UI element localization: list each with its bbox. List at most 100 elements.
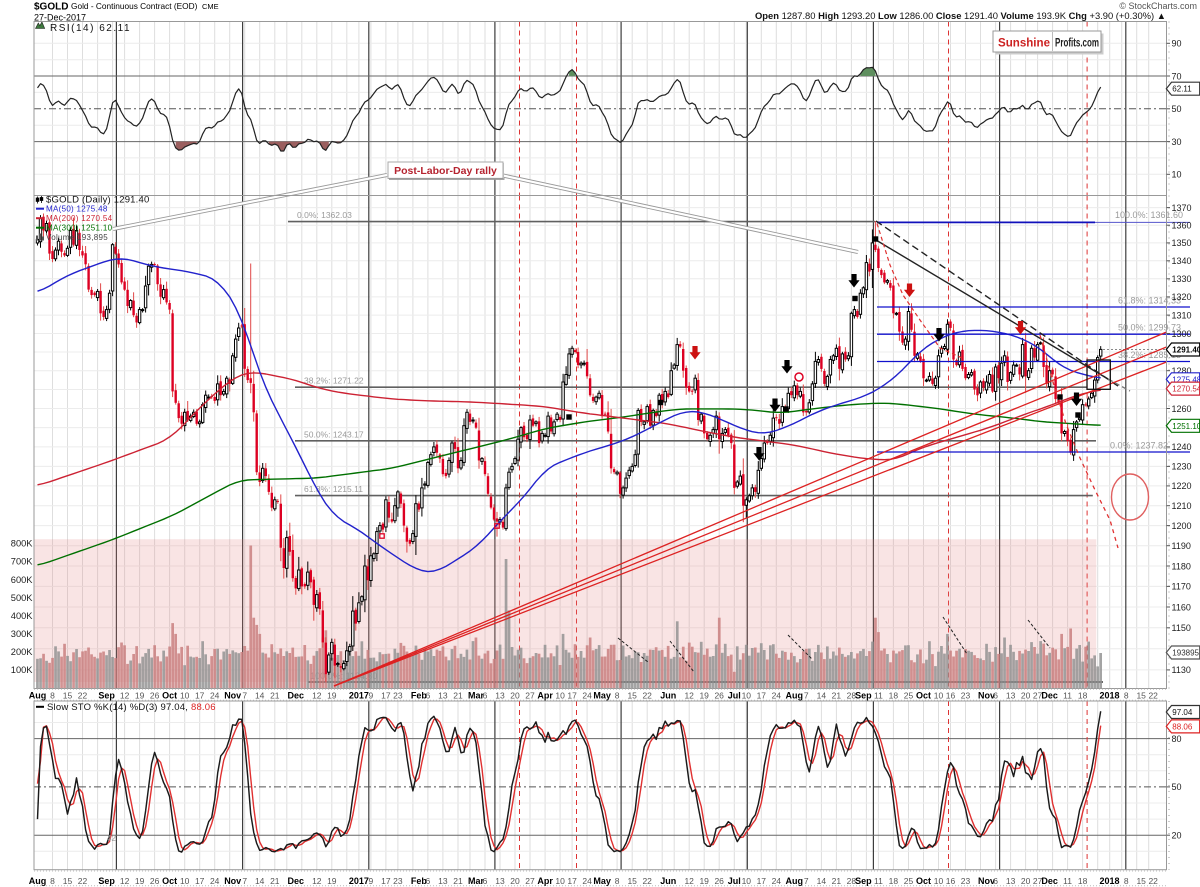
svg-text:21: 21 [832,690,842,700]
svg-text:10: 10 [180,876,190,886]
svg-text:Mar: Mar [468,690,485,700]
svg-text:Open 1287.80 High 1293.20 Low: Open 1287.80 High 1293.20 Low 1286.00 Cl… [755,10,1166,21]
svg-text:15: 15 [1136,690,1146,700]
svg-text:23: 23 [393,690,403,700]
svg-text:10: 10 [934,876,944,886]
svg-text:21: 21 [832,876,842,886]
svg-text:$GOLD: $GOLD [34,2,68,13]
svg-text:Jul: Jul [728,876,741,886]
svg-text:RSI(14) 62.11: RSI(14) 62.11 [50,23,131,34]
svg-text:8: 8 [50,876,55,886]
svg-text:100.0%: 1361.60: 100.0%: 1361.60 [1115,210,1183,220]
svg-text:800K: 800K [11,539,34,549]
svg-text:12: 12 [120,876,130,886]
svg-text:28: 28 [847,690,857,700]
svg-text:90: 90 [1172,39,1182,49]
svg-text:17: 17 [381,690,391,700]
svg-text:1310: 1310 [1172,310,1192,320]
svg-text:193895: 193895 [1172,649,1199,658]
svg-text:13: 13 [495,690,505,700]
svg-text:16: 16 [946,690,956,700]
svg-text:17: 17 [567,876,577,886]
svg-text:Oct: Oct [916,876,931,886]
svg-text:30: 30 [1172,137,1182,147]
svg-text:1200: 1200 [1172,521,1192,531]
svg-text:CME: CME [202,2,219,11]
svg-text:Jun: Jun [660,690,676,700]
svg-text:70: 70 [1172,71,1182,81]
svg-text:12: 12 [312,876,322,886]
svg-text:24: 24 [772,690,782,700]
svg-text:18: 18 [1078,876,1088,886]
svg-text:12: 12 [120,690,130,700]
svg-text:42: 42 [107,834,116,843]
svg-text:0.0%: 1237.82: 0.0%: 1237.82 [1110,441,1168,451]
svg-text:Mar: Mar [468,876,485,886]
svg-text:Volume 193,895: Volume 193,895 [46,233,108,242]
svg-text:27-Dec-2017: 27-Dec-2017 [34,13,86,23]
svg-text:0.0%: 1362.03: 0.0%: 1362.03 [297,210,352,220]
svg-text:1160: 1160 [1172,602,1191,612]
svg-text:8: 8 [1124,690,1129,700]
svg-text:7: 7 [242,690,247,700]
svg-text:24: 24 [582,690,592,700]
svg-text:1350: 1350 [1172,238,1192,248]
svg-text:6: 6 [483,690,488,700]
svg-text:11: 11 [874,876,883,886]
svg-text:Slow STO %K(14) %D(3) 97.04, 8: Slow STO %K(14) %D(3) 97.04, 88.06 [47,702,216,713]
svg-text:6: 6 [426,690,431,700]
svg-text:Jul: Jul [728,690,741,700]
svg-text:1170: 1170 [1172,582,1191,592]
svg-text:24: 24 [210,876,220,886]
svg-text:1370: 1370 [1172,203,1192,213]
svg-text:12: 12 [684,690,694,700]
svg-text:Feb: Feb [411,690,428,700]
svg-text:2017: 2017 [349,690,369,700]
svg-text:100K: 100K [11,665,34,675]
svg-text:18: 18 [1078,690,1088,700]
svg-text:20: 20 [510,690,520,700]
svg-text:22: 22 [642,876,652,886]
svg-text:23: 23 [961,690,971,700]
svg-text:1130: 1130 [1172,665,1191,675]
svg-text:50: 50 [1172,104,1182,114]
svg-text:May: May [593,876,611,886]
svg-text:23: 23 [393,876,403,886]
svg-text:MA(200) 1270.54: MA(200) 1270.54 [46,214,113,223]
svg-text:21: 21 [270,876,280,886]
svg-text:1220: 1220 [1172,481,1192,491]
svg-text:16: 16 [946,876,956,886]
svg-text:1270.54: 1270.54 [1172,385,1200,394]
svg-text:Sep: Sep [98,690,115,700]
svg-text:200K: 200K [11,647,34,657]
svg-text:10: 10 [1172,170,1182,180]
svg-text:Dec: Dec [1041,690,1058,700]
svg-text:10: 10 [742,876,752,886]
svg-text:27: 27 [525,876,535,886]
svg-text:© StockCharts.com: © StockCharts.com [1119,1,1197,11]
svg-text:Oct: Oct [916,690,931,700]
svg-text:Nov: Nov [224,690,241,700]
svg-text:1230: 1230 [1172,462,1192,472]
svg-text:Dec: Dec [1041,876,1058,886]
svg-text:26: 26 [714,876,724,886]
svg-text:Nov: Nov [224,876,241,886]
svg-text:24: 24 [772,876,782,886]
svg-text:22: 22 [642,690,652,700]
svg-text:38.2%: 1271.22: 38.2%: 1271.22 [304,376,364,386]
svg-text:10: 10 [555,690,565,700]
svg-text:1251.10: 1251.10 [1172,422,1200,431]
svg-text:26: 26 [150,876,160,886]
svg-text:6: 6 [993,690,998,700]
svg-text:18: 18 [889,876,899,886]
svg-text:19: 19 [699,690,709,700]
svg-text:600K: 600K [11,575,34,585]
svg-text:19: 19 [135,690,145,700]
svg-text:10: 10 [555,876,565,886]
svg-text:7: 7 [242,876,247,886]
svg-text:25: 25 [904,876,914,886]
svg-text:Aug: Aug [786,690,804,700]
svg-text:Oct: Oct [162,876,177,886]
svg-text:17: 17 [757,876,767,886]
svg-text:20: 20 [1021,876,1031,886]
